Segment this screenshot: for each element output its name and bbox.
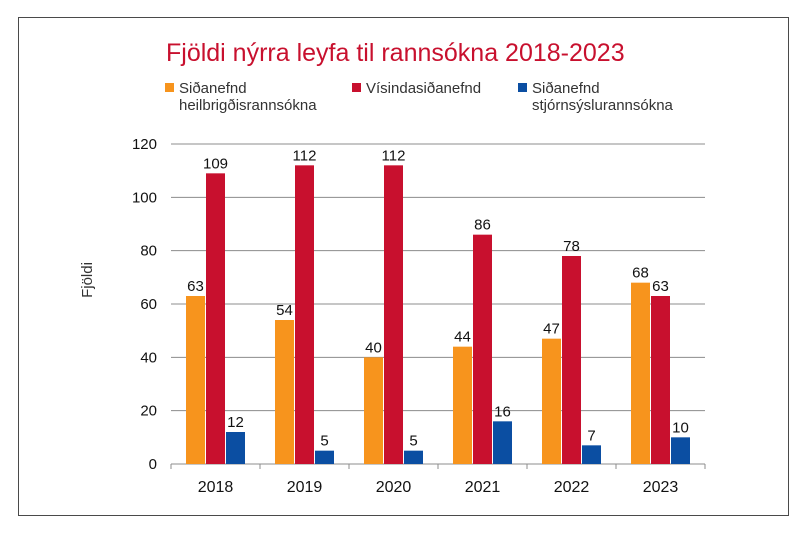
y-tick-label: 0 xyxy=(149,456,157,473)
x-tick-label: 2018 xyxy=(198,479,234,496)
bar-series-2 xyxy=(384,165,403,465)
legend-label: heilbrigðisrannsókna xyxy=(179,97,317,114)
data-label: 109 xyxy=(203,155,228,172)
y-axis-ticks: 0 20 40 60 80 100 120 xyxy=(132,136,157,473)
bars xyxy=(186,165,690,465)
data-label: 112 xyxy=(382,147,406,164)
bar-series-1 xyxy=(275,320,294,464)
y-axis-label: Fjöldi xyxy=(79,262,96,298)
legend: SiðanefndheilbrigðisrannsóknaVísindasiða… xyxy=(165,80,674,114)
bar-series-1 xyxy=(453,346,472,464)
data-label: 5 xyxy=(320,433,328,450)
bar-series-3 xyxy=(226,432,245,464)
legend-label: Siðanefnd xyxy=(532,80,600,97)
data-label: 44 xyxy=(454,329,471,346)
y-tick-label: 80 xyxy=(140,243,157,260)
data-label: 40 xyxy=(365,339,382,356)
bar-series-2 xyxy=(651,296,670,464)
x-axis-ticks: 2018 2019 2020 2021 2022 2023 xyxy=(198,479,679,496)
y-tick-label: 60 xyxy=(140,296,157,313)
data-label: 112 xyxy=(293,147,317,164)
bar-series-3 xyxy=(582,445,601,464)
bar-chart: Fjöldi nýrra leyfa til rannsókna 2018-20… xyxy=(79,39,706,496)
bar-series-1 xyxy=(364,357,383,464)
x-tick-label: 2023 xyxy=(643,479,679,496)
data-label: 16 xyxy=(494,403,511,420)
bar-series-2 xyxy=(562,256,581,464)
y-tick-label: 120 xyxy=(132,136,157,153)
x-tick-label: 2022 xyxy=(554,479,590,496)
bar-series-1 xyxy=(186,296,205,464)
bar-series-2 xyxy=(295,165,314,465)
data-labels: 63 54 40 44 47 68 109 112 112 86 78 63 12 5 5 16 7 10 xyxy=(187,147,689,449)
bar-series-3 xyxy=(404,450,423,464)
y-tick-label: 40 xyxy=(140,349,157,366)
data-label: 7 xyxy=(587,427,595,444)
x-tick-label: 2019 xyxy=(287,479,323,496)
legend-swatch-2 xyxy=(352,83,361,92)
bar-series-3 xyxy=(315,450,334,464)
legend-label: Siðanefnd xyxy=(179,80,247,97)
bar-series-2 xyxy=(473,234,492,464)
data-label: 86 xyxy=(474,217,491,234)
bar-series-1 xyxy=(542,338,561,464)
data-label: 68 xyxy=(632,265,649,282)
chart-title: Fjöldi nýrra leyfa til rannsókna 2018-20… xyxy=(166,39,625,67)
legend-label: stjórnsýslurannsókna xyxy=(532,97,674,114)
data-label: 12 xyxy=(227,414,244,431)
data-label: 63 xyxy=(652,278,669,295)
bar-series-1 xyxy=(631,282,650,464)
y-tick-label: 100 xyxy=(132,189,157,206)
gridlines xyxy=(170,143,706,469)
bar-series-2 xyxy=(206,173,225,465)
legend-swatch-3 xyxy=(518,83,527,92)
chart-frame: Fjöldi nýrra leyfa til rannsókna 2018-20… xyxy=(18,17,789,516)
data-label: 54 xyxy=(276,302,293,319)
data-label: 63 xyxy=(187,278,204,295)
legend-label: Vísindasiðanefnd xyxy=(366,80,481,97)
y-tick-label: 20 xyxy=(140,403,157,420)
data-label: 10 xyxy=(672,419,689,436)
bar-series-3 xyxy=(493,421,512,464)
data-label: 5 xyxy=(409,433,417,450)
bar-series-3 xyxy=(671,437,690,464)
x-tick-label: 2020 xyxy=(376,479,412,496)
x-tick-label: 2021 xyxy=(465,479,501,496)
data-label: 78 xyxy=(563,238,580,255)
data-label: 47 xyxy=(543,321,560,338)
legend-swatch-1 xyxy=(165,83,174,92)
